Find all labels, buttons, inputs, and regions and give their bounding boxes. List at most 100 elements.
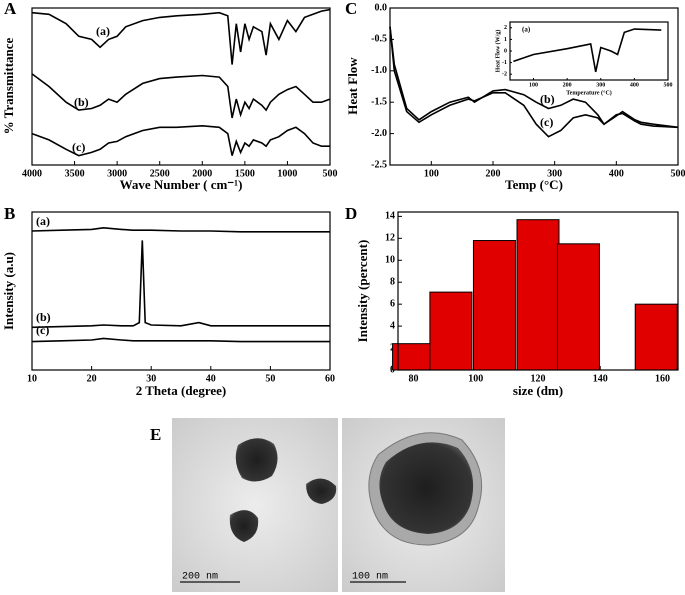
- x-axis-label: Temp (°C): [505, 177, 563, 192]
- y-tick-label: -2.5: [371, 159, 387, 170]
- y-tick-label: -1.5: [371, 96, 387, 107]
- x-tick-label: 100: [529, 82, 538, 88]
- series-label: (b): [74, 95, 89, 109]
- x-tick-label: 1500: [235, 168, 255, 179]
- bar: [556, 243, 600, 371]
- bar: [472, 240, 516, 371]
- y-axis-label: % Transmittance: [1, 37, 16, 134]
- x-tick-label: 200: [485, 168, 500, 179]
- inset-label: (a): [522, 26, 531, 34]
- curve: [513, 28, 662, 73]
- bar: [429, 291, 473, 371]
- panel-letter: A: [4, 0, 17, 18]
- series-label: (b): [36, 310, 51, 324]
- panel-letter: B: [4, 204, 15, 223]
- x-tick-label: 200: [563, 82, 572, 88]
- y-tick-label: 0: [504, 48, 507, 54]
- x-tick-label: 100: [424, 168, 439, 179]
- y-tick-label: 10: [385, 255, 395, 266]
- x-tick-label: 500: [671, 168, 685, 179]
- panel-letter: C: [345, 0, 357, 18]
- y-axis-label: Heat Flow (W/g): [494, 30, 501, 73]
- x-tick-label: 40: [206, 373, 216, 384]
- inset-background: [510, 22, 668, 80]
- x-tick-label: 3500: [65, 168, 85, 179]
- x-axis-label: Wave Number ( cm⁻¹): [120, 177, 243, 192]
- series-label: (c): [36, 323, 49, 337]
- x-tick-label: 30: [146, 373, 156, 384]
- plot-frame: [397, 211, 679, 371]
- chart-panel: 10 20 30 40 50 60 (a) (b)(c) 2 Theta (degree) Int…: [1, 204, 335, 398]
- panel-letter: E: [150, 425, 161, 444]
- x-tick-label: 400: [609, 168, 624, 179]
- chart-panel: 100 200 300 400 500 0.0 -0.5 -1.0 -1.5 -2.0 -2.5 (b…: [345, 0, 685, 192]
- y-tick-label: 2: [504, 25, 507, 31]
- x-tick-label: 20: [87, 373, 97, 384]
- series-label: (a): [36, 214, 50, 228]
- x-tick-label: 80: [409, 373, 419, 384]
- bar: [392, 343, 436, 371]
- curve: [31, 240, 330, 329]
- x-tick-label: 500: [323, 168, 338, 179]
- x-axis-label: size (dm): [513, 383, 563, 398]
- particle: [229, 510, 259, 542]
- x-axis-label: Temperature (°C): [566, 89, 612, 96]
- y-tick-label: 0.0: [375, 2, 388, 13]
- x-tick-label: 300: [547, 168, 562, 179]
- y-tick-label: -0.5: [371, 34, 387, 45]
- series-label: (b): [540, 92, 555, 106]
- x-tick-label: 4000: [22, 168, 42, 179]
- y-axis-label: Heat Flow: [345, 57, 360, 115]
- plot-frame: [31, 7, 331, 166]
- bar: [634, 303, 678, 371]
- x-tick-label: 60: [325, 373, 335, 384]
- chart-panel: 8010012014016002468101214size (dm)Intens…: [345, 204, 679, 398]
- y-tick-label: 4: [390, 320, 395, 331]
- y-tick-label: 1: [504, 37, 507, 43]
- x-axis-label: 2 Theta (degree): [136, 383, 227, 398]
- x-tick-label: 300: [596, 82, 605, 88]
- y-tick-label: 14: [385, 211, 395, 222]
- y-tick-label: -2: [502, 72, 507, 78]
- x-tick-label: 140: [593, 373, 608, 384]
- chart-panel: 4000 3500 3000 2500 2000 1500 1000 500 (a) (b) (c)…: [1, 0, 338, 192]
- plot-frame: [389, 7, 679, 166]
- x-tick-label: 10: [27, 373, 37, 384]
- y-tick-label: -1.0: [371, 65, 387, 76]
- series-label: (c): [540, 115, 553, 129]
- y-tick-label: 12: [385, 233, 395, 244]
- x-tick-label: 400: [630, 82, 639, 88]
- x-tick-label: 500: [664, 82, 673, 88]
- x-tick-label: 1000: [277, 168, 297, 179]
- x-tick-label: 160: [655, 373, 670, 384]
- y-axis-label: Intensity (a.u): [1, 252, 16, 330]
- curve: [31, 73, 331, 119]
- y-tick-label: -2.0: [371, 128, 387, 139]
- x-tick-label: 2500: [150, 168, 170, 179]
- series-label: (a): [96, 24, 110, 38]
- particle-core: [379, 442, 474, 534]
- y-axis-label: Intensity (percent): [355, 240, 370, 343]
- panel-letter: D: [345, 204, 357, 223]
- curve: [31, 337, 330, 343]
- bar: [516, 219, 560, 371]
- x-tick-label: 100: [468, 373, 483, 384]
- curve: [31, 124, 330, 157]
- plot-frame: [509, 21, 669, 81]
- curve: [389, 26, 679, 138]
- curve: [31, 8, 331, 65]
- x-tick-label: 2000: [192, 168, 212, 179]
- chart-panel: 100 200 300 400 500 2 1 0 -1 -2 Temperature (°C) He…: [494, 21, 673, 96]
- tem-images: 200 nm 100 nm: [172, 418, 505, 592]
- plot-frame: [31, 211, 331, 371]
- series-label: (c): [72, 140, 85, 154]
- particle: [235, 438, 278, 482]
- y-tick-label: 6: [390, 298, 395, 309]
- x-tick-label: 50: [265, 373, 275, 384]
- curve: [31, 226, 330, 233]
- y-tick-label: -1: [502, 60, 507, 66]
- scale-bar-label: 200 nm: [182, 572, 218, 583]
- curve: [389, 26, 679, 129]
